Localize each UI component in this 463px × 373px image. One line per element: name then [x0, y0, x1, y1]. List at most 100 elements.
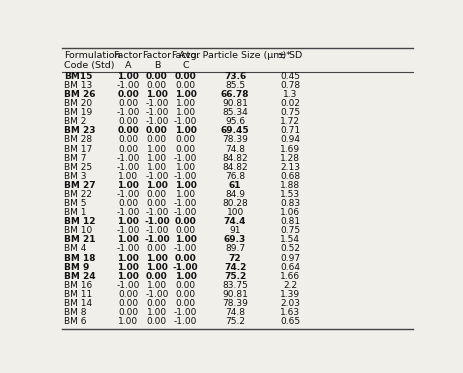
Text: 84.9: 84.9	[225, 190, 244, 199]
Text: BM15: BM15	[63, 72, 92, 81]
Text: 91: 91	[229, 226, 240, 235]
Text: BM 14: BM 14	[63, 299, 92, 308]
Text: 0.00: 0.00	[117, 90, 139, 99]
Text: 0.00: 0.00	[118, 99, 138, 108]
Text: -1.00: -1.00	[174, 172, 197, 181]
Text: 95.6: 95.6	[225, 117, 244, 126]
Text: 0.94: 0.94	[279, 135, 299, 144]
Text: 2.03: 2.03	[279, 299, 299, 308]
Text: 0.97: 0.97	[279, 254, 300, 263]
Text: 0.00: 0.00	[146, 199, 167, 208]
Text: BM 7: BM 7	[63, 154, 86, 163]
Text: 1.00: 1.00	[175, 163, 195, 172]
Text: -1.00: -1.00	[116, 190, 139, 199]
Text: 0.00: 0.00	[146, 244, 167, 254]
Text: 1.69: 1.69	[279, 144, 300, 154]
Text: 0.00: 0.00	[118, 299, 138, 308]
Text: 74.8: 74.8	[225, 308, 244, 317]
Text: 0.00: 0.00	[118, 117, 138, 126]
Text: 1.00: 1.00	[146, 154, 167, 163]
Text: 69.45: 69.45	[220, 126, 249, 135]
Text: 1.88: 1.88	[279, 181, 300, 190]
Text: 1.00: 1.00	[175, 235, 196, 244]
Text: -1.00: -1.00	[116, 244, 139, 254]
Text: 1.72: 1.72	[279, 117, 299, 126]
Text: 0.00: 0.00	[146, 135, 167, 144]
Text: -1.00: -1.00	[116, 281, 139, 290]
Text: 1.00: 1.00	[117, 217, 139, 226]
Text: BM 24: BM 24	[63, 272, 95, 281]
Text: -1.00: -1.00	[174, 317, 197, 326]
Text: BM 10: BM 10	[63, 226, 92, 235]
Text: 85.5: 85.5	[225, 81, 244, 90]
Text: -1.00: -1.00	[174, 308, 197, 317]
Text: -1.00: -1.00	[145, 290, 168, 299]
Text: -1.00: -1.00	[173, 263, 198, 272]
Text: BM 23: BM 23	[63, 126, 95, 135]
Text: -1.00: -1.00	[174, 208, 197, 217]
Text: -1.00: -1.00	[144, 235, 169, 244]
Text: 0.02: 0.02	[279, 99, 299, 108]
Text: -1.00: -1.00	[174, 244, 197, 254]
Text: 100: 100	[226, 208, 243, 217]
Text: 1.3: 1.3	[282, 90, 296, 99]
Text: 1.00: 1.00	[117, 72, 139, 81]
Text: BM 13: BM 13	[63, 81, 92, 90]
Text: BM 8: BM 8	[63, 308, 86, 317]
Text: -1.00: -1.00	[116, 208, 139, 217]
Text: 75.2: 75.2	[225, 317, 244, 326]
Text: BM 2: BM 2	[63, 117, 86, 126]
Text: 90.81: 90.81	[222, 99, 248, 108]
Text: 0.81: 0.81	[279, 217, 300, 226]
Text: Factor: Factor	[171, 50, 200, 60]
Text: -1.00: -1.00	[116, 81, 139, 90]
Text: 0.83: 0.83	[279, 199, 300, 208]
Text: 1.00: 1.00	[146, 281, 167, 290]
Text: 1.00: 1.00	[146, 308, 167, 317]
Text: 74.8: 74.8	[225, 144, 244, 154]
Text: 0.00: 0.00	[175, 281, 195, 290]
Text: 84.82: 84.82	[222, 163, 247, 172]
Text: 1.00: 1.00	[146, 144, 167, 154]
Text: 0.75: 0.75	[279, 108, 300, 117]
Text: 0.00: 0.00	[175, 217, 196, 226]
Text: Formulation: Formulation	[63, 50, 120, 60]
Text: 1.06: 1.06	[279, 208, 300, 217]
Text: 76.8: 76.8	[225, 172, 244, 181]
Text: 0.00: 0.00	[175, 144, 195, 154]
Text: 1.00: 1.00	[117, 254, 139, 263]
Text: -1.00: -1.00	[144, 217, 169, 226]
Text: 0.64: 0.64	[279, 263, 299, 272]
Text: 0.68: 0.68	[279, 172, 300, 181]
Text: 0.00: 0.00	[175, 290, 195, 299]
Text: -1.00: -1.00	[145, 172, 168, 181]
Text: BM 17: BM 17	[63, 144, 92, 154]
Text: 69.3: 69.3	[224, 235, 246, 244]
Text: 1.00: 1.00	[118, 317, 138, 326]
Text: A: A	[125, 62, 131, 70]
Text: 0.00: 0.00	[146, 299, 167, 308]
Text: 0.75: 0.75	[279, 226, 300, 235]
Text: 80.28: 80.28	[222, 199, 247, 208]
Text: BM 26: BM 26	[63, 90, 95, 99]
Text: 0.00: 0.00	[118, 144, 138, 154]
Text: 2.2: 2.2	[282, 281, 296, 290]
Text: 72: 72	[228, 254, 241, 263]
Text: 1.63: 1.63	[279, 308, 300, 317]
Text: 1.00: 1.00	[117, 235, 139, 244]
Text: BM 5: BM 5	[63, 199, 86, 208]
Text: C: C	[182, 62, 188, 70]
Text: Code (Std): Code (Std)	[63, 62, 114, 70]
Text: BM 28: BM 28	[63, 135, 92, 144]
Text: BM 16: BM 16	[63, 281, 92, 290]
Text: 0.00: 0.00	[175, 81, 195, 90]
Text: 1.00: 1.00	[146, 254, 168, 263]
Text: 0.00: 0.00	[146, 272, 168, 281]
Text: BM 21: BM 21	[63, 235, 95, 244]
Text: 1.00: 1.00	[118, 172, 138, 181]
Text: 84.82: 84.82	[222, 154, 247, 163]
Text: 74.2: 74.2	[224, 263, 246, 272]
Text: B: B	[153, 62, 160, 70]
Text: 0.00: 0.00	[146, 190, 167, 199]
Text: 1.00: 1.00	[117, 181, 139, 190]
